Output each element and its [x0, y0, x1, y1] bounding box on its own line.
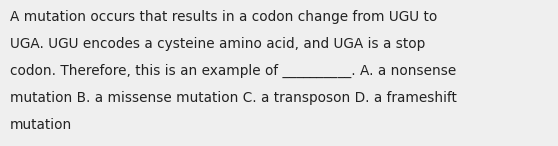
Text: codon. Therefore, this is an example of __________. A. a nonsense: codon. Therefore, this is an example of … — [10, 64, 456, 78]
Text: A mutation occurs that results in a codon change from UGU to: A mutation occurs that results in a codo… — [10, 10, 437, 24]
Text: mutation: mutation — [10, 118, 73, 132]
Text: UGA. UGU encodes a cysteine amino acid, and UGA is a stop: UGA. UGU encodes a cysteine amino acid, … — [10, 37, 425, 51]
Text: mutation B. a missense mutation C. a transposon D. a frameshift: mutation B. a missense mutation C. a tra… — [10, 91, 457, 105]
